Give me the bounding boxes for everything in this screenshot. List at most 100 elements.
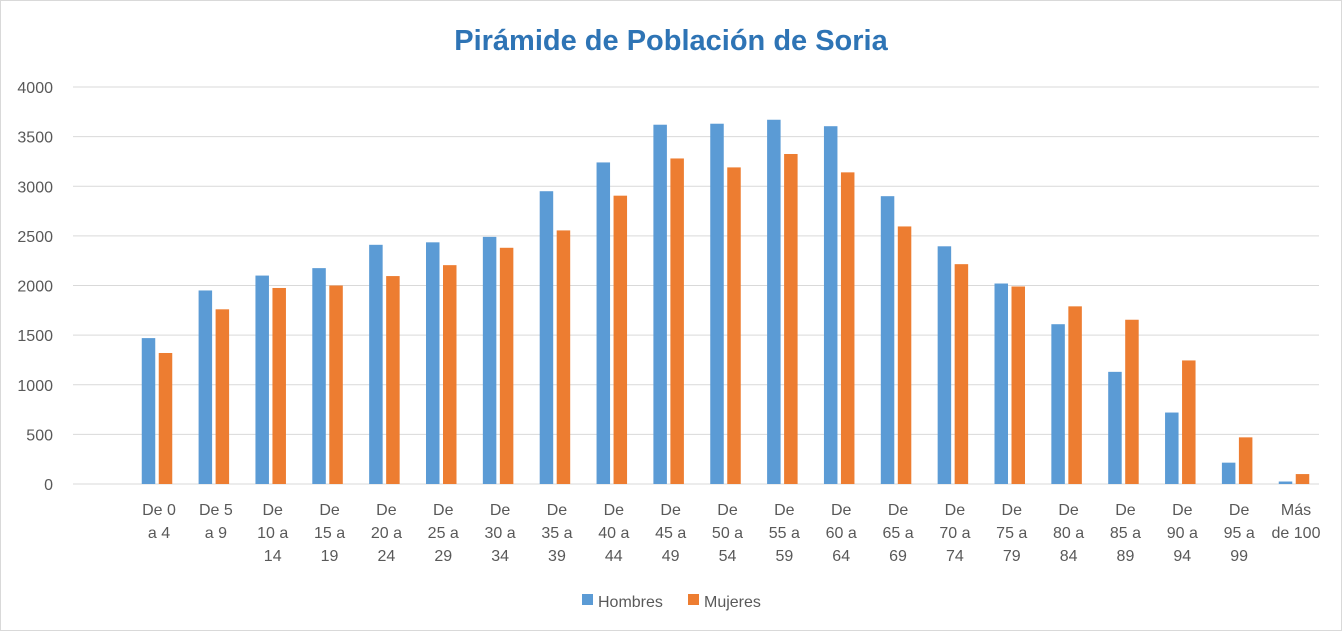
x-category-label: De 65 a 69 [882,502,913,565]
bar-mujeres-20 [1295,474,1310,484]
bar-mujeres-3 [329,285,343,484]
x-category-label: De 25 a 29 [428,502,459,565]
y-tick-label: 0 [44,477,53,494]
bar-hombres-20 [1278,481,1293,484]
x-category-label-line: 45 a [655,525,686,542]
x-category-label-line: 90 a [1167,525,1198,542]
x-category-label-line: 70 a [939,525,970,542]
bar-hombres-2 [255,275,269,484]
legend-label-mujeres: Mujeres [704,594,761,611]
x-category-label-line: 25 a [428,525,459,542]
y-tick-label: 500 [26,427,53,444]
bar-mujeres-1 [215,309,230,484]
x-category-label-line: 15 a [314,525,345,542]
x-category-label-line: De 5 [199,502,233,519]
x-category-label-line: a 9 [205,525,227,542]
x-category-label: De 45 a 49 [655,502,686,565]
x-category-label-line: 30 a [485,525,516,542]
y-tick-label: 1500 [17,328,53,345]
x-category-label: De 20 a 24 [371,502,402,565]
x-category-label-line: De [319,502,340,519]
legend-swatch-hombres [582,594,593,605]
x-category-label-line: De [945,502,966,519]
x-category-label-line: 29 [434,548,452,565]
bar-mujeres-13 [897,226,912,485]
bar-mujeres-16 [1068,306,1082,484]
bar-mujeres-15 [1011,286,1025,484]
bar-mujeres-10 [727,167,741,484]
bar-hombres-18 [1165,412,1179,484]
legend-label-hombres: Hombres [598,594,663,611]
x-category-label: De 90 a 94 [1167,502,1198,565]
x-category-label-line: de 100 [1272,525,1321,542]
x-category-label: De 15 a 19 [314,502,345,565]
x-category-label: De 5 a 9 [199,502,233,542]
x-category-label: De 80 a 84 [1053,502,1084,565]
bar-hombres-4 [369,244,383,484]
x-category-label-line: De [831,502,852,519]
x-category-label-line: 54 [719,548,737,565]
bar-hombres-5 [426,242,440,484]
y-tick-label: 4000 [17,80,53,97]
legend: Hombres Mujeres [582,594,761,611]
x-category-label: De 0 a 4 [142,502,176,542]
x-category-label-line: De [1229,502,1250,519]
x-category-label-line: 79 [1003,548,1021,565]
x-category-label-line: De [1058,502,1079,519]
x-category-label-line: 95 a [1224,525,1255,542]
x-category-label-line: 99 [1230,548,1248,565]
bar-hombres-19 [1221,462,1236,484]
chart-title: Pirámide de Población de Soria [454,25,888,57]
x-category-label-line: 74 [946,548,964,565]
x-category-label-line: De [604,502,625,519]
x-category-label: De 10 a 14 [257,502,288,565]
x-category-label-line: 65 a [882,525,913,542]
bar-mujeres-18 [1182,360,1196,484]
x-category-label-line: 34 [491,548,509,565]
x-category-label-line: De [888,502,909,519]
bar-mujeres-6 [499,247,514,484]
x-category-label-line: De 0 [142,502,176,519]
x-category-label-line: a 4 [148,525,170,542]
bar-hombres-6 [482,236,497,484]
x-category-label: De 40 a 44 [598,502,629,565]
x-category-label-line: 75 a [996,525,1027,542]
x-category-label-line: De [376,502,397,519]
x-category-label-line: 59 [775,548,793,565]
y-tick-label: 2000 [17,279,53,296]
x-category-label: De 35 a 39 [541,502,572,565]
bar-hombres-8 [596,162,611,484]
x-category-label-line: 84 [1060,548,1078,565]
x-category-label-line: 35 a [541,525,572,542]
bar-mujeres-7 [556,230,571,484]
bar-hombres-0 [141,338,156,484]
bar-mujeres-14 [954,264,969,484]
x-category-label-line: 69 [889,548,907,565]
x-category-label-line: De [490,502,511,519]
bar-hombres-15 [994,283,1008,484]
bar-mujeres-11 [784,153,798,484]
x-category-label: Más de 100 [1272,502,1321,542]
y-axis-tick-labels: 0 500 1000 1500 2000 2500 3000 3500 4000 [17,80,53,494]
x-category-label: De 55 a 59 [769,502,800,565]
bar-mujeres-12 [840,172,855,485]
bar-mujeres-8 [613,195,628,484]
x-category-label-line: 49 [662,548,680,565]
x-category-label: De 70 a 74 [939,502,970,565]
x-category-label-line: De [433,502,454,519]
y-tick-label: 1000 [17,378,53,395]
bar-hombres-16 [1051,324,1065,484]
bar-mujeres-17 [1125,319,1139,484]
x-category-label: De 75 a 79 [996,502,1027,565]
bar-hombres-10 [710,123,724,484]
bar-hombres-7 [539,191,554,484]
bar-hombres-11 [767,119,781,484]
x-category-label-line: De [1115,502,1136,519]
y-tick-label: 2500 [17,229,53,246]
x-category-label-line: 80 a [1053,525,1084,542]
x-category-label-line: De [547,502,568,519]
x-category-label-line: De [1002,502,1023,519]
x-category-label-line: De [262,502,283,519]
